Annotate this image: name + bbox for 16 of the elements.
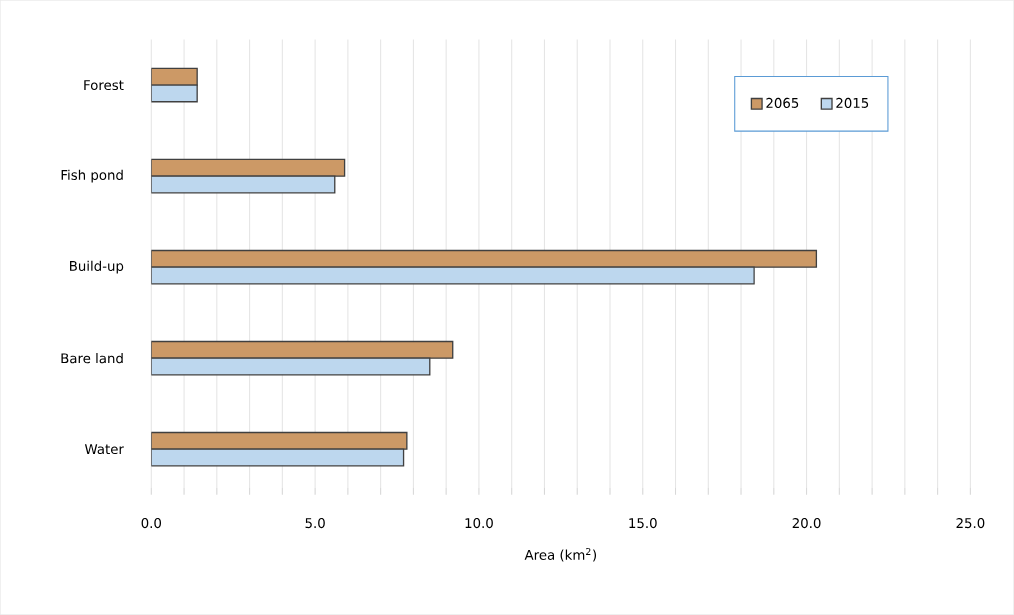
x-axis-title: Area (km$^{2}$) — [524, 547, 597, 562]
y-tick-label: Bare land — [61, 353, 123, 364]
y-tick-label: Water — [84, 444, 124, 455]
x-tick-label: 5.0 — [305, 518, 325, 529]
legend-label: 2065 — [766, 97, 799, 108]
x-tick-label: 10.0 — [465, 518, 493, 529]
x-tick-label: 20.0 — [792, 518, 821, 529]
x-tick-label: 15.0 — [629, 518, 657, 529]
x-tick-label: 25.0 — [956, 518, 985, 529]
bar — [151, 249, 818, 268]
bar — [151, 340, 454, 359]
legend-label: 2015 — [836, 97, 869, 108]
y-tick-label: Forest — [84, 80, 124, 91]
y-tick-label: Fish pond — [61, 169, 123, 183]
y-tick-label: Build-up — [70, 260, 124, 274]
x-tick-label: 0.0 — [141, 518, 162, 529]
